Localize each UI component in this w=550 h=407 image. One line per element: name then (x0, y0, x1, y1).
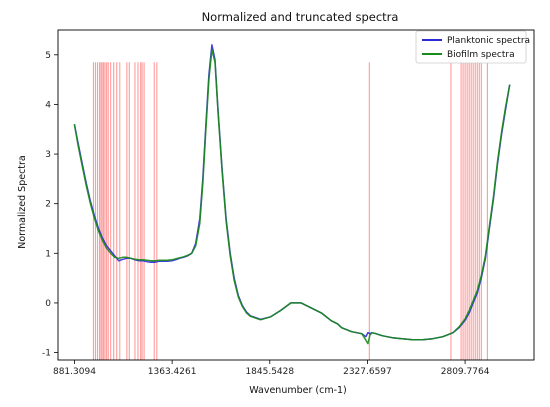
highlight-lines (92, 62, 488, 360)
legend-label-biofilm: Biofilm spectra (447, 50, 515, 60)
y-tick-label-4: 3 (45, 150, 51, 160)
x-tick-label-4: 2809.7764 (441, 367, 490, 377)
y-tick-label-5: 4 (45, 100, 51, 110)
legend-box (415, 30, 527, 64)
plot-frame (57, 29, 535, 361)
y-tick-label-0: -1 (42, 349, 51, 359)
x-tick-label-3: 2327.6597 (343, 367, 392, 377)
x-tick-label-1: 1363.4261 (148, 367, 197, 377)
x-tick-label-2: 1845.5428 (245, 367, 294, 377)
x-axis-label: Wavenumber (cm-1) (249, 385, 347, 396)
x-axis-ticks: 881.3094 1363.4261 1845.5428 2327.6597 2809.… (53, 360, 490, 377)
series-line-0 (73, 44, 511, 341)
y-tick-label-1: 0 (45, 299, 51, 309)
chart-title: Normalized and truncated spectra (202, 10, 399, 24)
legend-label-planktonic: Planktonic spectra (447, 36, 530, 46)
x-tick-label-0: 881.3094 (53, 367, 96, 377)
series-lines (73, 44, 511, 345)
y-tick-label-6: 5 (45, 51, 51, 61)
series-line-1 (73, 49, 511, 345)
plot-area: 881.3094 1363.4261 1845.5428 2327.6597 2809.… (42, 29, 535, 377)
y-tick-label-2: 1 (45, 249, 51, 259)
y-axis-label: Normalized Spectra (17, 155, 28, 248)
y-tick-label-3: 2 (45, 200, 51, 210)
y-axis-ticks: -1 0 1 2 3 4 5 (42, 51, 58, 359)
legend: Planktonic spectra Biofilm spectra (415, 30, 530, 64)
